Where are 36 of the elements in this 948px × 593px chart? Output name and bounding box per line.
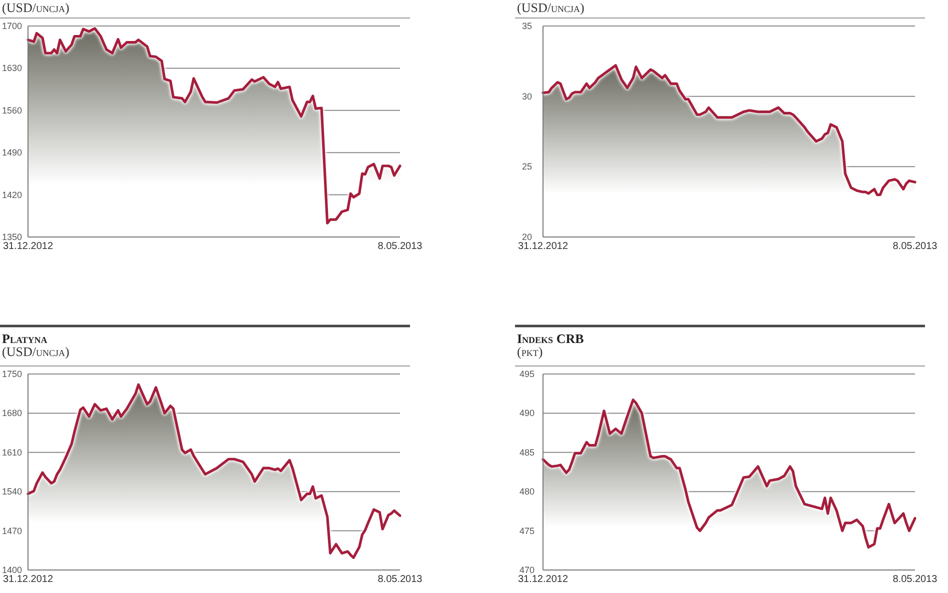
y-tick-label: 495	[519, 369, 535, 379]
x-tick-label: 8.05.2013	[378, 241, 423, 252]
y-tick-label: 1750	[2, 369, 22, 379]
y-tick-label: 1490	[2, 148, 22, 158]
chart-subtitle: (pkt)	[517, 344, 543, 359]
y-tick-label: 1560	[2, 105, 22, 116]
chart-title: Indeks CRB	[517, 331, 584, 346]
y-tick-label: 470	[519, 565, 535, 575]
chart-subtitle: (USD/uncja)	[517, 0, 584, 15]
y-tick-label: 490	[519, 408, 535, 418]
y-tick-label: 1700	[2, 21, 22, 31]
y-tick-label: 20	[522, 232, 532, 242]
y-tick-label: 480	[519, 486, 535, 497]
x-tick-label: 31.12.2012	[518, 241, 568, 252]
y-tick-label: 35	[522, 21, 532, 31]
chart-subtitle: (USD/uncja)	[2, 344, 70, 359]
y-tick-label: 1400	[2, 565, 22, 575]
x-tick-label: 31.12.2012	[518, 574, 568, 585]
y-tick-label: 1540	[2, 486, 22, 497]
x-tick-label: 8.05.2013	[378, 574, 423, 585]
y-tick-label: 1610	[2, 447, 22, 458]
y-tick-label: 30	[522, 91, 532, 102]
x-tick-label: 31.12.2012	[2, 241, 54, 252]
x-tick-label: 8.05.2013	[892, 241, 938, 252]
x-tick-label: 8.05.2013	[892, 574, 938, 585]
y-tick-label: 1350	[2, 232, 22, 242]
y-tick-label: 1680	[2, 408, 22, 418]
chart-subtitle: (USD/uncja)	[2, 0, 70, 15]
y-tick-label: 1420	[2, 190, 22, 200]
x-tick-label: 31.12.2012	[2, 574, 54, 585]
y-tick-label: 475	[519, 526, 535, 536]
y-tick-label: 25	[522, 162, 532, 172]
y-tick-label: 485	[519, 447, 535, 458]
y-tick-label: 1470	[2, 526, 22, 536]
chart-title: Platyna	[2, 331, 48, 346]
y-tick-label: 1630	[2, 63, 22, 74]
